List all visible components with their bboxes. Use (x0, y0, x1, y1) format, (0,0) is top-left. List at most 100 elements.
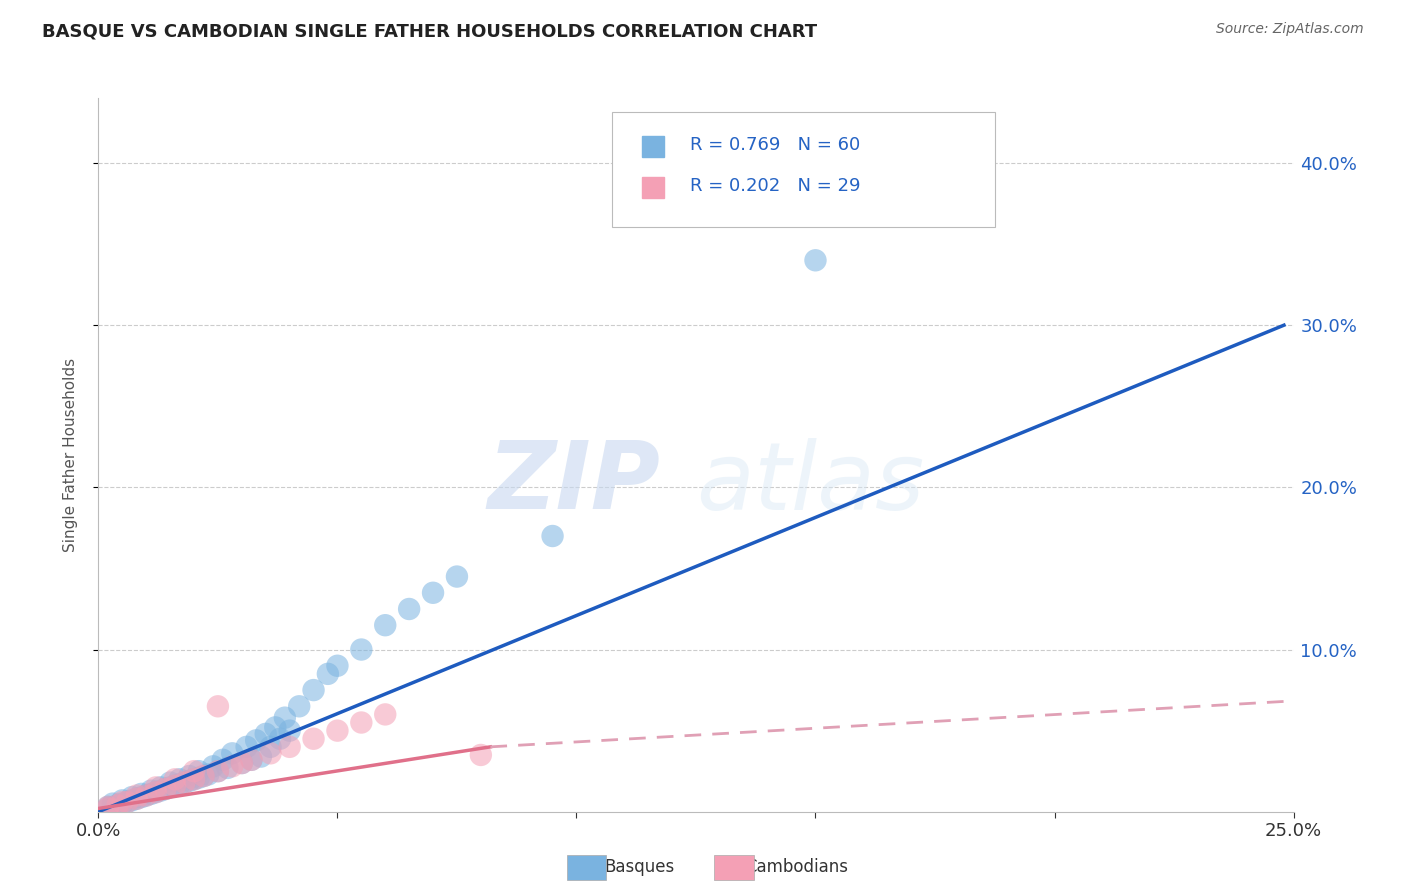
Bar (643, 136, 664, 157)
Point (193, 769, 215, 783)
Text: R = 0.202   N = 29: R = 0.202 N = 29 (690, 177, 860, 194)
Point (422, 586, 444, 600)
Point (446, 569, 468, 583)
Point (101, 797, 124, 811)
Point (240, 753, 263, 767)
Point (139, 787, 162, 801)
Point (97, 800, 120, 814)
Point (302, 731, 325, 746)
Point (207, 699, 229, 714)
Point (139, 783, 162, 797)
Point (163, 772, 186, 787)
Point (269, 731, 291, 746)
Point (145, 785, 167, 799)
Point (350, 715, 373, 730)
Point (264, 720, 287, 734)
Text: Basques: Basques (605, 858, 675, 876)
Point (173, 775, 195, 789)
Point (197, 767, 219, 781)
Point (254, 727, 277, 741)
Point (163, 779, 186, 793)
Point (193, 769, 215, 783)
Point (115, 795, 138, 809)
Point (125, 791, 148, 805)
Point (207, 764, 229, 779)
Point (111, 795, 134, 809)
Point (245, 733, 267, 747)
Point (115, 795, 138, 809)
Point (121, 793, 143, 807)
Point (804, 253, 827, 268)
Point (187, 771, 209, 785)
Point (202, 759, 225, 773)
Point (97, 801, 120, 815)
Point (207, 764, 229, 779)
Point (97, 800, 120, 814)
Point (155, 782, 177, 797)
Point (278, 723, 301, 738)
Point (107, 798, 129, 813)
Point (183, 772, 205, 787)
Point (183, 772, 205, 787)
Point (145, 780, 167, 795)
Text: atlas: atlas (696, 438, 924, 529)
Point (398, 602, 420, 616)
Point (169, 777, 191, 791)
Point (374, 707, 396, 722)
Point (111, 793, 134, 807)
Point (231, 756, 253, 770)
Text: R = 0.769   N = 60: R = 0.769 N = 60 (690, 136, 860, 154)
Point (131, 790, 153, 805)
Point (316, 666, 339, 681)
Point (131, 787, 153, 801)
Point (187, 764, 209, 779)
Point (163, 779, 186, 793)
Point (155, 782, 177, 797)
Point (259, 747, 281, 761)
Point (221, 747, 243, 761)
Point (111, 797, 134, 811)
Bar (643, 177, 664, 198)
Point (183, 764, 205, 779)
Point (135, 789, 157, 803)
Point (211, 753, 233, 767)
Point (107, 798, 129, 813)
Point (217, 761, 239, 775)
Point (169, 772, 191, 787)
Point (541, 529, 564, 543)
Point (231, 756, 253, 770)
FancyBboxPatch shape (613, 112, 995, 227)
Point (173, 775, 195, 789)
Point (125, 789, 148, 803)
Point (250, 749, 273, 764)
Point (326, 658, 349, 673)
Point (259, 739, 281, 754)
Point (97, 801, 120, 815)
Point (179, 773, 201, 788)
Point (149, 780, 172, 795)
Point (288, 699, 311, 714)
Point (374, 618, 396, 632)
Text: Source: ZipAtlas.com: Source: ZipAtlas.com (1216, 22, 1364, 37)
Point (278, 739, 301, 754)
Point (221, 759, 243, 773)
Point (159, 775, 181, 789)
Point (235, 739, 257, 754)
Point (302, 683, 325, 698)
Point (326, 723, 349, 738)
Text: Cambodians: Cambodians (745, 858, 848, 876)
Point (470, 747, 492, 762)
Text: ZIP: ZIP (488, 437, 661, 530)
Point (149, 783, 172, 797)
Y-axis label: Single Father Households: Single Father Households (63, 358, 77, 552)
Point (179, 769, 201, 783)
Point (274, 711, 297, 725)
Point (145, 785, 167, 799)
Text: BASQUE VS CAMBODIAN SINGLE FATHER HOUSEHOLDS CORRELATION CHART: BASQUE VS CAMBODIAN SINGLE FATHER HOUSEH… (42, 22, 817, 40)
Point (121, 790, 143, 805)
Point (350, 642, 373, 657)
Point (240, 753, 263, 767)
Point (125, 791, 148, 805)
Point (101, 800, 124, 814)
Point (135, 789, 157, 803)
